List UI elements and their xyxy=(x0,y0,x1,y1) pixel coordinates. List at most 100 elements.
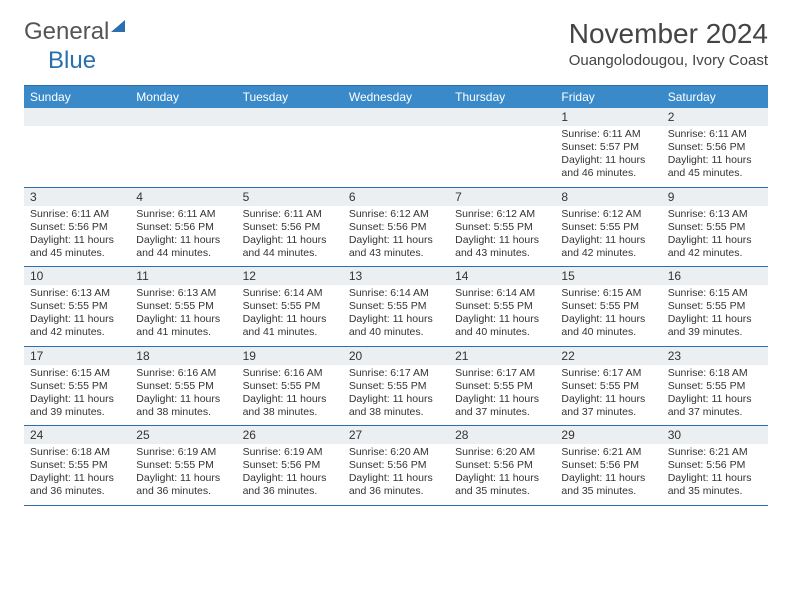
daylight-text: Daylight: 11 hours and 45 minutes. xyxy=(30,234,124,260)
day-header-wed: Wednesday xyxy=(343,86,449,108)
sunrise-text: Sunrise: 6:18 AM xyxy=(668,367,762,380)
day-cell: 2Sunrise: 6:11 AMSunset: 5:56 PMDaylight… xyxy=(662,108,768,187)
sunrise-text: Sunrise: 6:11 AM xyxy=(561,128,655,141)
sunset-text: Sunset: 5:55 PM xyxy=(561,300,655,313)
day-number xyxy=(343,108,449,126)
daylight-text: Daylight: 11 hours and 35 minutes. xyxy=(668,472,762,498)
day-cell: 7 Sunrise: 6:12 AMSunset: 5:55 PMDaylight… xyxy=(449,188,555,267)
daylight-text: Daylight: 11 hours and 39 minutes. xyxy=(668,313,762,339)
sunrise-text: Sunrise: 6:15 AM xyxy=(30,367,124,380)
sunset-text: Sunset: 5:56 PM xyxy=(349,459,443,472)
sunrise-text: Sunrise: 6:19 AM xyxy=(243,446,337,459)
sunset-text: Sunset: 5:55 PM xyxy=(455,221,549,234)
day-header-tue: Tuesday xyxy=(237,86,343,108)
day-body: Sunrise: 6:21 AMSunset: 5:56 PMDaylight:… xyxy=(662,444,768,505)
day-cell: 18Sunrise: 6:16 AMSunset: 5:55 PMDayligh… xyxy=(130,347,236,426)
daylight-text: Daylight: 11 hours and 37 minutes. xyxy=(561,393,655,419)
day-cell: 17Sunrise: 6:15 AMSunset: 5:55 PMDayligh… xyxy=(24,347,130,426)
day-header-thu: Thursday xyxy=(449,86,555,108)
day-body: Sunrise: 6:16 AMSunset: 5:55 PMDaylight:… xyxy=(130,365,236,426)
calendar: Sunday Monday Tuesday Wednesday Thursday… xyxy=(24,85,768,506)
day-cell: 3Sunrise: 6:11 AMSunset: 5:56 PMDaylight… xyxy=(24,188,130,267)
daylight-text: Daylight: 11 hours and 41 minutes. xyxy=(243,313,337,339)
day-number: 18 xyxy=(130,347,236,365)
daylight-text: Daylight: 11 hours and 44 minutes. xyxy=(243,234,337,260)
sunset-text: Sunset: 5:56 PM xyxy=(349,221,443,234)
sunrise-text: Sunrise: 6:21 AM xyxy=(561,446,655,459)
month-title: November 2024 xyxy=(569,18,768,50)
sunset-text: Sunset: 5:55 PM xyxy=(668,221,762,234)
sunrise-text: Sunrise: 6:16 AM xyxy=(136,367,230,380)
day-cell: 4Sunrise: 6:11 AMSunset: 5:56 PMDaylight… xyxy=(130,188,236,267)
day-cell: 1Sunrise: 6:11 AMSunset: 5:57 PMDaylight… xyxy=(555,108,661,187)
daylight-text: Daylight: 11 hours and 36 minutes. xyxy=(30,472,124,498)
day-cell: 8Sunrise: 6:12 AMSunset: 5:55 PMDaylight… xyxy=(555,188,661,267)
day-number xyxy=(24,108,130,126)
day-cell: 20Sunrise: 6:17 AMSunset: 5:55 PMDayligh… xyxy=(343,347,449,426)
daylight-text: Daylight: 11 hours and 37 minutes. xyxy=(455,393,549,419)
day-body: Sunrise: 6:15 AMSunset: 5:55 PMDaylight:… xyxy=(24,365,130,426)
day-body: Sunrise: 6:11 AMSunset: 5:56 PMDaylight:… xyxy=(24,206,130,267)
sunrise-text: Sunrise: 6:20 AM xyxy=(455,446,549,459)
day-number: 29 xyxy=(555,426,661,444)
sunrise-text: Sunrise: 6:15 AM xyxy=(668,287,762,300)
sunset-text: Sunset: 5:55 PM xyxy=(668,380,762,393)
sunset-text: Sunset: 5:55 PM xyxy=(455,380,549,393)
daylight-text: Daylight: 11 hours and 43 minutes. xyxy=(455,234,549,260)
day-body: Sunrise: 6:14 AMSunset: 5:55 PMDaylight:… xyxy=(449,285,555,346)
day-body: Sunrise: 6:17 AMSunset: 5:55 PMDaylight:… xyxy=(449,365,555,426)
sunset-text: Sunset: 5:55 PM xyxy=(561,221,655,234)
day-body: Sunrise: 6:13 AMSunset: 5:55 PMDaylight:… xyxy=(662,206,768,267)
day-number: 1 xyxy=(555,108,661,126)
sunrise-text: Sunrise: 6:15 AM xyxy=(561,287,655,300)
sunrise-text: Sunrise: 6:19 AM xyxy=(136,446,230,459)
day-cell: 15Sunrise: 6:15 AMSunset: 5:55 PMDayligh… xyxy=(555,267,661,346)
day-number: 7 xyxy=(449,188,555,206)
sunrise-text: Sunrise: 6:16 AM xyxy=(243,367,337,380)
day-body: Sunrise: 6:11 AMSunset: 5:56 PMDaylight:… xyxy=(237,206,343,267)
day-body: Sunrise: 6:14 AMSunset: 5:55 PMDaylight:… xyxy=(343,285,449,346)
daylight-text: Daylight: 11 hours and 46 minutes. xyxy=(561,154,655,180)
sunrise-text: Sunrise: 6:12 AM xyxy=(455,208,549,221)
day-header-sun: Sunday xyxy=(24,86,130,108)
day-number: 10 xyxy=(24,267,130,285)
sunset-text: Sunset: 5:55 PM xyxy=(243,300,337,313)
sunset-text: Sunset: 5:56 PM xyxy=(668,141,762,154)
daylight-text: Daylight: 11 hours and 40 minutes. xyxy=(561,313,655,339)
daylight-text: Daylight: 11 hours and 38 minutes. xyxy=(349,393,443,419)
day-cell: 10Sunrise: 6:13 AMSunset: 5:55 PMDayligh… xyxy=(24,267,130,346)
day-cell: 24Sunrise: 6:18 AMSunset: 5:55 PMDayligh… xyxy=(24,426,130,505)
day-number: 3 xyxy=(24,188,130,206)
sunset-text: Sunset: 5:55 PM xyxy=(668,300,762,313)
daylight-text: Daylight: 11 hours and 42 minutes. xyxy=(561,234,655,260)
sunrise-text: Sunrise: 6:17 AM xyxy=(349,367,443,380)
day-header-sat: Saturday xyxy=(662,86,768,108)
day-cell: 26Sunrise: 6:19 AMSunset: 5:56 PMDayligh… xyxy=(237,426,343,505)
sunset-text: Sunset: 5:55 PM xyxy=(561,380,655,393)
day-cell: 21Sunrise: 6:17 AMSunset: 5:55 PMDayligh… xyxy=(449,347,555,426)
day-number: 6 xyxy=(343,188,449,206)
day-body: Sunrise: 6:20 AMSunset: 5:56 PMDaylight:… xyxy=(449,444,555,505)
logo: General xyxy=(24,18,125,46)
day-cell: 27Sunrise: 6:20 AMSunset: 5:56 PMDayligh… xyxy=(343,426,449,505)
sunset-text: Sunset: 5:56 PM xyxy=(243,459,337,472)
sunrise-text: Sunrise: 6:13 AM xyxy=(30,287,124,300)
sunrise-text: Sunrise: 6:14 AM xyxy=(243,287,337,300)
sunrise-text: Sunrise: 6:14 AM xyxy=(349,287,443,300)
sunset-text: Sunset: 5:55 PM xyxy=(30,380,124,393)
sunrise-text: Sunrise: 6:11 AM xyxy=(136,208,230,221)
day-body: Sunrise: 6:17 AMSunset: 5:55 PMDaylight:… xyxy=(555,365,661,426)
day-number: 9 xyxy=(662,188,768,206)
day-body: Sunrise: 6:15 AMSunset: 5:55 PMDaylight:… xyxy=(555,285,661,346)
day-body: Sunrise: 6:19 AMSunset: 5:55 PMDaylight:… xyxy=(130,444,236,505)
daylight-text: Daylight: 11 hours and 40 minutes. xyxy=(455,313,549,339)
day-cell: 29Sunrise: 6:21 AMSunset: 5:56 PMDayligh… xyxy=(555,426,661,505)
daylight-text: Daylight: 11 hours and 38 minutes. xyxy=(243,393,337,419)
day-cell: 30Sunrise: 6:21 AMSunset: 5:56 PMDayligh… xyxy=(662,426,768,505)
daylight-text: Daylight: 11 hours and 41 minutes. xyxy=(136,313,230,339)
day-number: 14 xyxy=(449,267,555,285)
sunrise-text: Sunrise: 6:17 AM xyxy=(561,367,655,380)
day-number: 27 xyxy=(343,426,449,444)
day-number: 4 xyxy=(130,188,236,206)
day-number xyxy=(130,108,236,126)
